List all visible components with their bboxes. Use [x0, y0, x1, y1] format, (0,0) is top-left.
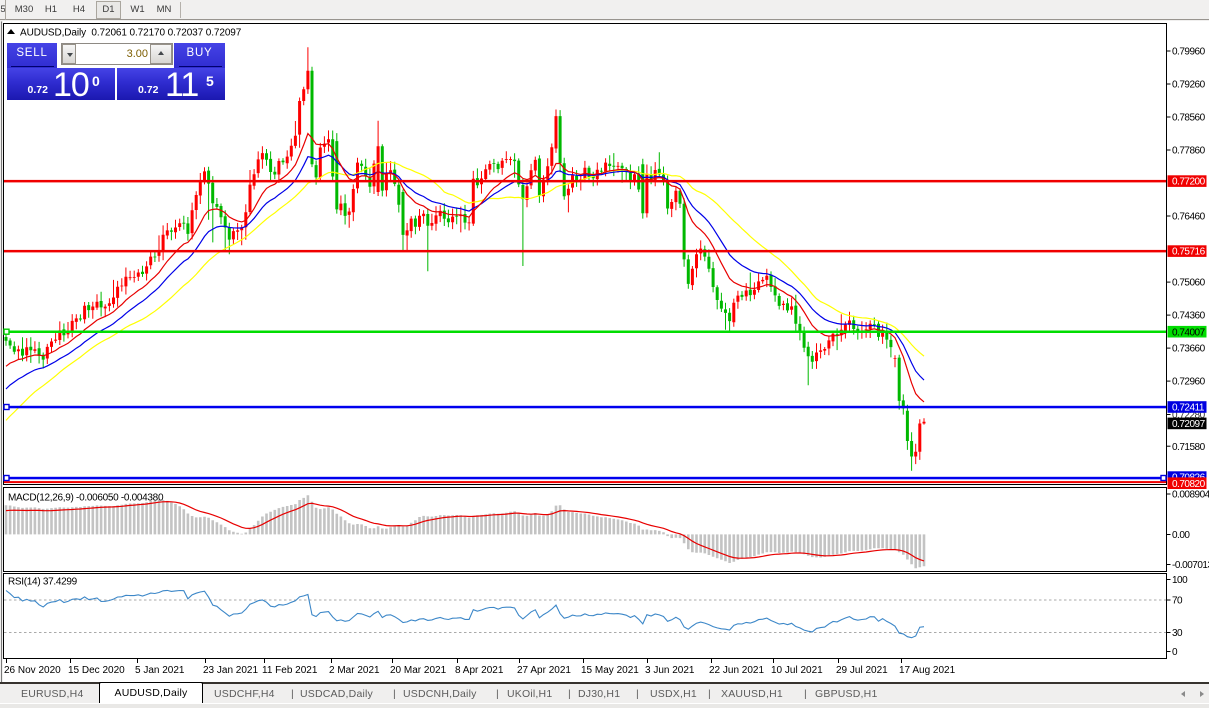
svg-text:0.72280: 0.72280 — [1172, 410, 1206, 421]
svg-text:5 Jan 2021: 5 Jan 2021 — [135, 665, 185, 676]
svg-text:0.77860: 0.77860 — [1172, 146, 1206, 157]
svg-text:RSI(14) 37.4299: RSI(14) 37.4299 — [8, 577, 78, 588]
svg-text:22 Jun 2021: 22 Jun 2021 — [709, 665, 764, 676]
svg-text:27 Apr 2021: 27 Apr 2021 — [517, 665, 571, 676]
svg-text:70: 70 — [1172, 596, 1183, 607]
svg-text:0.72411: 0.72411 — [1172, 403, 1205, 414]
svg-text:17 Aug 2021: 17 Aug 2021 — [899, 665, 956, 676]
svg-text:15 Dec 2020: 15 Dec 2020 — [68, 665, 125, 676]
svg-text:10 Jul 2021: 10 Jul 2021 — [771, 665, 823, 676]
svg-text:0.75060: 0.75060 — [1172, 278, 1206, 289]
svg-text:MACD(12,26,9) -0.006050 -0.004: MACD(12,26,9) -0.006050 -0.004380 — [8, 493, 164, 504]
svg-text:2 Mar 2021: 2 Mar 2021 — [329, 665, 380, 676]
svg-text:0.72960: 0.72960 — [1172, 377, 1206, 388]
svg-text:0.008904: 0.008904 — [1172, 490, 1209, 501]
svg-text:29 Jul 2021: 29 Jul 2021 — [836, 665, 888, 676]
svg-text:0.73660: 0.73660 — [1172, 344, 1206, 355]
svg-text:0: 0 — [1172, 647, 1178, 658]
svg-text:15 May 2021: 15 May 2021 — [581, 665, 639, 676]
svg-text:-0.007013: -0.007013 — [1172, 560, 1209, 571]
svg-text:8 Apr 2021: 8 Apr 2021 — [455, 665, 504, 676]
svg-text:0.74360: 0.74360 — [1172, 311, 1206, 322]
svg-text:0.78560: 0.78560 — [1172, 113, 1206, 124]
svg-text:0.76460: 0.76460 — [1172, 212, 1206, 223]
svg-text:100: 100 — [1172, 575, 1188, 586]
svg-text:AUDUSD,Daily 0.72061 0.72170: AUDUSD,Daily 0.72061 0.72170 0.72037 0.7… — [20, 28, 242, 39]
svg-text:0.72097: 0.72097 — [1172, 419, 1206, 430]
svg-text:0.71580: 0.71580 — [1172, 442, 1206, 453]
svg-text:0.00: 0.00 — [1172, 530, 1190, 541]
svg-text:0.79960: 0.79960 — [1172, 47, 1206, 58]
svg-text:30: 30 — [1172, 628, 1183, 639]
svg-text:26 Nov 2020: 26 Nov 2020 — [4, 665, 61, 676]
svg-text:3 Jun 2021: 3 Jun 2021 — [645, 665, 695, 676]
svg-text:0.79260: 0.79260 — [1172, 80, 1206, 91]
svg-text:0.75716: 0.75716 — [1172, 247, 1206, 258]
svg-text:11 Feb 2021: 11 Feb 2021 — [262, 665, 318, 676]
svg-text:20 Mar 2021: 20 Mar 2021 — [390, 665, 447, 676]
svg-text:0.77200: 0.77200 — [1172, 177, 1206, 188]
svg-text:23 Jan 2021: 23 Jan 2021 — [203, 665, 258, 676]
svg-text:0.74007: 0.74007 — [1172, 327, 1206, 338]
svg-text:0.70820: 0.70820 — [1172, 479, 1206, 490]
